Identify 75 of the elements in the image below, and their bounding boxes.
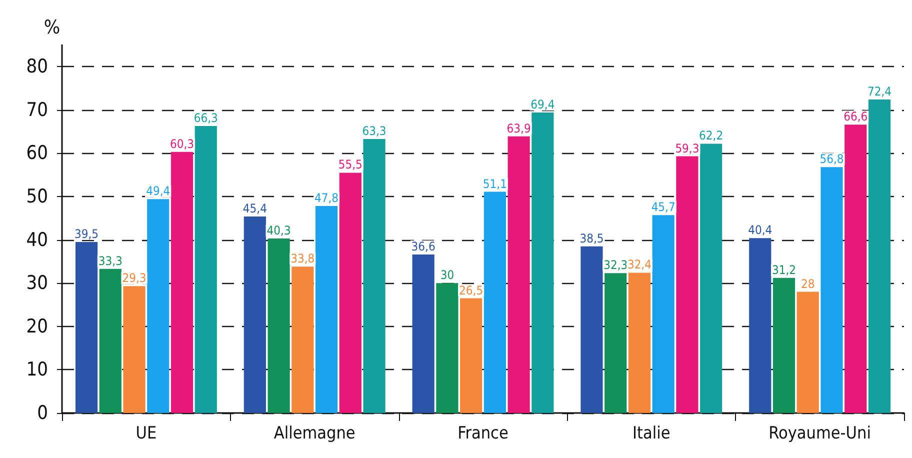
bar — [868, 100, 891, 413]
y-tick-label: 10 — [26, 358, 48, 381]
data-label: 55,5 — [338, 158, 362, 172]
data-label: 72,4 — [867, 84, 892, 99]
data-label: 66,6 — [844, 110, 868, 124]
data-label: 38,5 — [580, 231, 604, 246]
data-label: 66,3 — [194, 110, 218, 125]
bar — [99, 268, 122, 413]
y-tick-label: 80 — [26, 56, 48, 78]
x-tick-label: Royaume-Uni — [768, 424, 871, 444]
bar — [604, 273, 627, 413]
bar — [844, 124, 867, 413]
data-label: 33,3 — [98, 254, 122, 268]
data-label: 45,7 — [651, 200, 676, 214]
data-label: 32,3 — [604, 258, 628, 272]
x-tick-label: Allemagne — [274, 424, 356, 444]
data-label: 29,3 — [122, 271, 146, 286]
bar — [676, 156, 698, 413]
y-tick-label: 0 — [37, 402, 48, 424]
bar — [580, 246, 603, 413]
data-label: 60,3 — [170, 136, 194, 151]
data-label: 36,6 — [411, 240, 436, 254]
y-axis-title: % — [44, 16, 60, 38]
data-label: 40,3 — [266, 224, 291, 238]
bar — [268, 238, 290, 413]
data-label: 49,4 — [146, 184, 170, 198]
y-tick-label: 30 — [26, 272, 48, 294]
bar — [292, 266, 314, 413]
bar — [749, 238, 772, 413]
x-tick-label: France — [458, 424, 508, 444]
bar — [820, 167, 843, 413]
data-label: 47,8 — [314, 191, 339, 206]
data-label: 45,4 — [242, 201, 268, 216]
y-tick-label: 60 — [26, 142, 48, 164]
data-label: 39,5 — [74, 226, 99, 241]
bar — [436, 283, 458, 413]
bar — [484, 192, 506, 413]
bar — [628, 272, 651, 413]
bar — [796, 292, 819, 413]
bar — [244, 216, 266, 413]
bar — [75, 242, 98, 413]
y-tick-label: 70 — [26, 98, 48, 121]
data-label: 26,5 — [459, 283, 484, 298]
y-tick-label: 50 — [26, 186, 48, 208]
bar — [532, 112, 554, 413]
data-label: 30 — [440, 268, 454, 282]
y-tick-label: 40 — [26, 228, 48, 251]
data-label: 69,4 — [530, 98, 555, 112]
bar — [508, 136, 530, 413]
bar — [363, 138, 386, 413]
bar — [170, 152, 194, 413]
bar — [772, 278, 796, 413]
bar — [652, 215, 674, 413]
data-label: 63,9 — [506, 121, 531, 136]
data-label: 63,3 — [362, 124, 386, 138]
bar — [412, 254, 434, 413]
bar — [700, 144, 722, 413]
bar — [123, 286, 146, 413]
x-tick-label: Italie — [632, 424, 670, 444]
data-label: 40,4 — [748, 223, 772, 238]
bar — [147, 199, 170, 413]
data-label: 28 — [800, 276, 815, 291]
data-label: 59,3 — [675, 141, 700, 156]
y-tick-label: 20 — [26, 315, 48, 338]
data-label: 33,8 — [290, 252, 315, 266]
data-label: 32,4 — [627, 258, 652, 272]
bar — [460, 298, 482, 413]
bar — [315, 206, 338, 413]
data-label: 62,2 — [699, 128, 724, 143]
data-label: 31,2 — [772, 262, 796, 277]
data-label: 56,8 — [820, 152, 844, 166]
data-label: 51,1 — [482, 176, 507, 191]
bar — [194, 126, 217, 413]
x-tick-label: UE — [136, 424, 157, 444]
bar — [339, 172, 362, 413]
